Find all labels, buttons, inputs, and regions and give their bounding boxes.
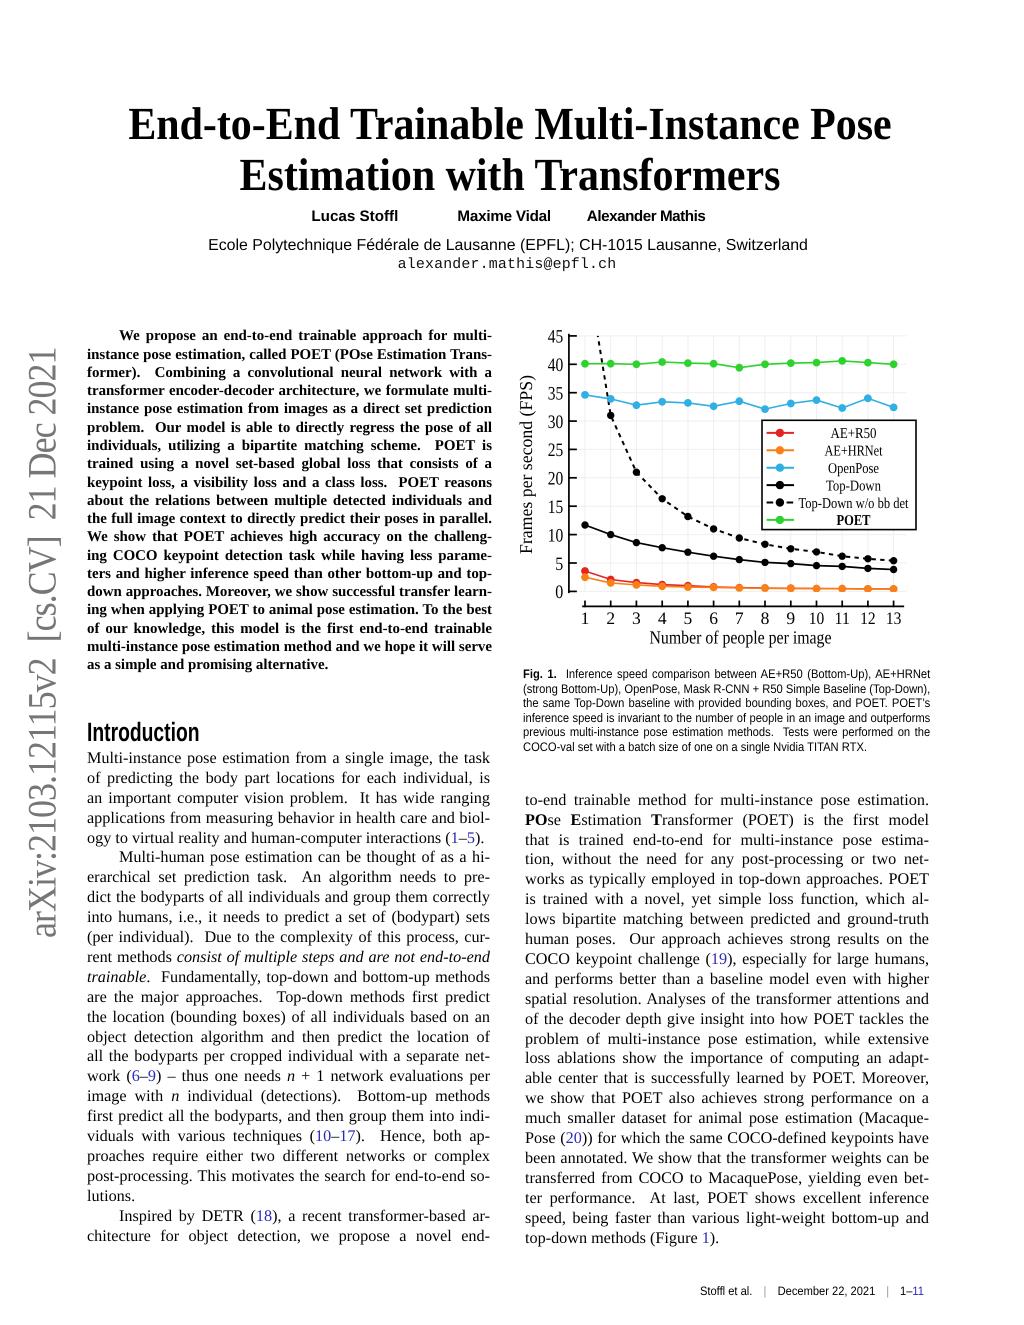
svg-text:5: 5 [684,608,693,628]
svg-text:AE+R50: AE+R50 [831,426,877,442]
svg-text:25: 25 [548,440,564,461]
svg-text:3: 3 [632,608,641,628]
svg-text:AE+HRNet: AE+HRNet [825,444,884,460]
svg-text:13: 13 [886,608,902,628]
svg-text:35: 35 [548,384,564,405]
svg-text:20: 20 [548,469,564,490]
svg-text:Frames per second (FPS): Frames per second (FPS) [516,375,536,554]
svg-text:12: 12 [860,608,876,628]
svg-text:4: 4 [658,608,667,628]
svg-text:POET: POET [837,513,871,529]
svg-text:6: 6 [709,608,718,628]
svg-text:Top-Down: Top-Down [826,478,881,494]
svg-text:40: 40 [548,355,564,376]
svg-text:Top-Down w/o bb det: Top-Down w/o bb det [799,496,910,512]
svg-text:5: 5 [555,554,563,575]
svg-text:0: 0 [555,582,563,603]
svg-text:9: 9 [786,608,795,628]
svg-text:Number of people per image: Number of people per image [650,629,832,649]
svg-text:10: 10 [809,608,825,628]
svg-text:11: 11 [834,608,850,628]
svg-text:OpenPose: OpenPose [828,461,879,477]
svg-text:7: 7 [735,608,744,628]
svg-text:30: 30 [548,412,564,433]
svg-text:2: 2 [606,608,615,628]
svg-text:8: 8 [761,608,770,628]
svg-text:1: 1 [581,608,590,628]
svg-text:10: 10 [548,525,564,546]
svg-text:45: 45 [548,327,564,348]
svg-text:15: 15 [548,497,564,518]
